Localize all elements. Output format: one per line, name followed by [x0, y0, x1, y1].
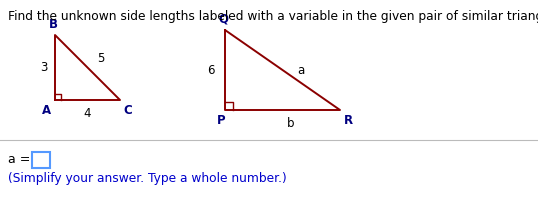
Text: Q: Q: [218, 13, 228, 26]
Text: A: A: [43, 104, 52, 117]
Text: Find the unknown side lengths labeled with a variable in the given pair of simil: Find the unknown side lengths labeled wi…: [8, 10, 538, 23]
Text: B: B: [48, 18, 58, 31]
Text: P: P: [217, 114, 225, 127]
Text: R: R: [343, 114, 352, 127]
Text: a: a: [298, 64, 305, 77]
Text: (Simplify your answer. Type a whole number.): (Simplify your answer. Type a whole numb…: [8, 172, 287, 185]
Text: C: C: [124, 104, 132, 117]
Text: 6: 6: [208, 64, 215, 77]
Bar: [32, 152, 50, 168]
Text: 5: 5: [97, 51, 105, 64]
Text: a =: a =: [8, 153, 30, 166]
Text: b: b: [287, 117, 294, 130]
Text: 4: 4: [84, 107, 91, 120]
Text: 3: 3: [41, 61, 48, 74]
